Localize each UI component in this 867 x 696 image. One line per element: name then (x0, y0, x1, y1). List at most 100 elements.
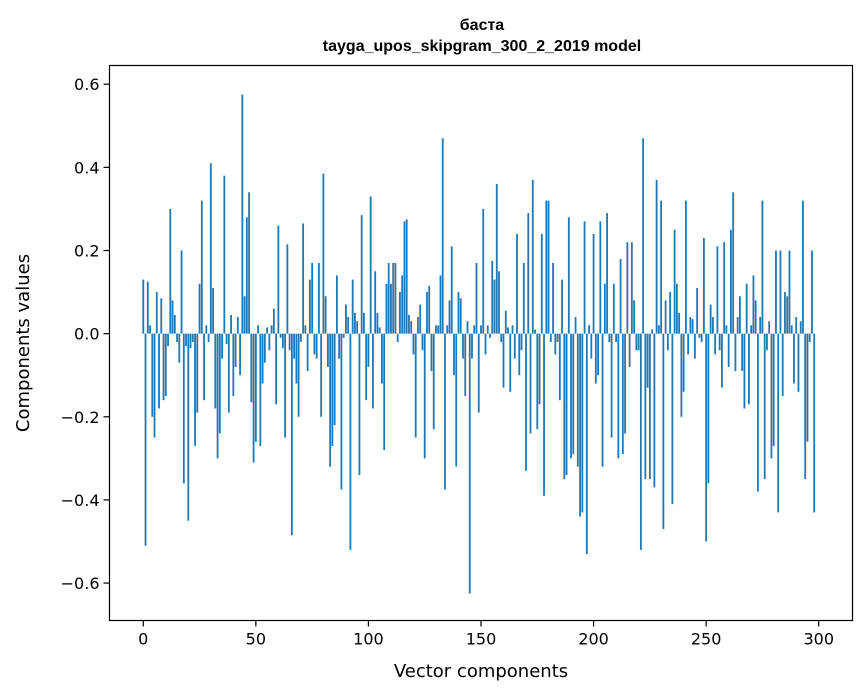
bar (439, 275, 442, 334)
bar (293, 333, 296, 359)
bar (464, 333, 467, 397)
bar (308, 279, 311, 334)
bar (403, 221, 406, 334)
bar (277, 225, 280, 334)
bar (349, 333, 352, 550)
bar (471, 333, 473, 359)
bar (709, 304, 712, 334)
y-tick-label: −0.2 (61, 408, 100, 427)
bar (414, 333, 417, 438)
bar (155, 292, 158, 334)
bar (209, 163, 212, 334)
bar (430, 333, 433, 372)
bar (673, 229, 676, 334)
y-axis-label: Components values (13, 254, 34, 432)
bar (342, 333, 345, 338)
bars-group (142, 94, 816, 594)
bar (200, 200, 203, 334)
bar (358, 333, 361, 475)
y-axis-ticks: −0.6 −0.4 −0.2 0.0 0.2 0.4 0.6 (61, 75, 110, 593)
bar (146, 281, 149, 334)
bar (567, 217, 570, 334)
bar (549, 333, 552, 342)
bar (732, 192, 735, 334)
bar (167, 333, 169, 347)
bar (374, 271, 377, 334)
bar (511, 325, 514, 334)
bar (693, 333, 696, 359)
bar (574, 317, 577, 334)
y-tick-label: −0.4 (61, 491, 100, 510)
bar (745, 283, 748, 334)
bar (259, 333, 262, 446)
bar (795, 317, 798, 334)
bar (266, 327, 269, 334)
bar (642, 138, 645, 334)
bar (811, 250, 813, 334)
bar (459, 298, 462, 334)
bar (381, 333, 383, 384)
bar (387, 262, 390, 334)
bar (696, 287, 699, 334)
bar (507, 327, 509, 334)
bar (707, 333, 710, 484)
bar (660, 200, 663, 334)
chart-title: баста (460, 17, 505, 34)
bar (597, 333, 599, 376)
bar (243, 296, 246, 334)
bar (576, 333, 579, 467)
bar (662, 333, 665, 530)
bar (421, 333, 424, 351)
y-tick-label: 0.2 (74, 242, 99, 261)
bar (340, 333, 343, 490)
bar (540, 233, 543, 334)
bar (297, 333, 300, 417)
bar (592, 233, 595, 334)
bar (304, 325, 307, 334)
bar (736, 317, 739, 334)
bar (786, 296, 789, 334)
bar (543, 333, 545, 496)
bar (588, 325, 590, 334)
x-axis-label: Vector components (394, 661, 568, 682)
x-tick-label: 150 (466, 630, 497, 649)
bar (354, 312, 356, 334)
bar (196, 333, 199, 413)
bar (759, 317, 762, 334)
bar (331, 333, 334, 446)
bar (797, 333, 800, 392)
bar (171, 300, 174, 334)
bar (545, 200, 548, 334)
bar (520, 333, 523, 351)
bar (687, 333, 690, 355)
bar (290, 333, 293, 536)
bar (721, 333, 723, 388)
bar (455, 333, 458, 467)
bar (518, 333, 521, 376)
bar (191, 333, 194, 342)
bar (509, 333, 512, 392)
bar (808, 333, 811, 342)
bar (227, 333, 230, 413)
bar (579, 333, 581, 517)
bar (245, 217, 248, 334)
bar (410, 321, 413, 334)
bar (689, 317, 692, 334)
bar (775, 250, 777, 334)
bar (317, 262, 320, 334)
bar (212, 287, 214, 334)
bar (531, 179, 534, 334)
bar (684, 200, 687, 334)
bar (572, 333, 575, 455)
bar (612, 283, 615, 334)
bar (561, 279, 563, 334)
bar (615, 333, 617, 342)
bar (700, 333, 703, 342)
bar (599, 221, 602, 334)
bar (781, 333, 784, 397)
bar (558, 333, 561, 401)
bar (419, 304, 422, 334)
bar (754, 300, 757, 334)
bar (187, 333, 190, 521)
bar (435, 325, 437, 334)
